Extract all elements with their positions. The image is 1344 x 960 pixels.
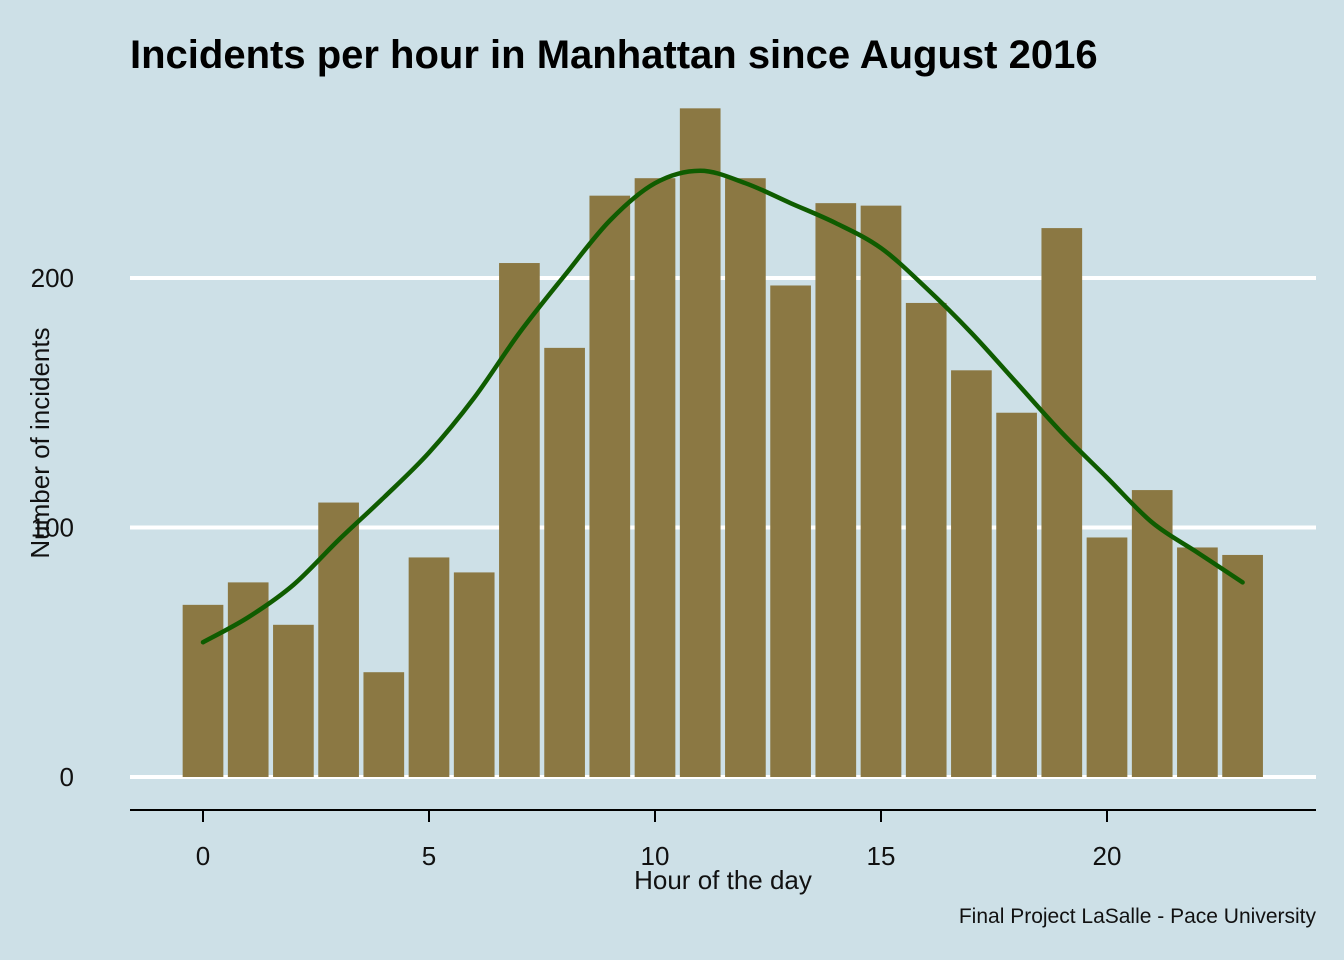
y-axis-ticks: 0 100 200 [31, 263, 74, 792]
smooth-trend-line [200, 168, 1245, 645]
x-tick-label-20: 20 [1093, 841, 1122, 871]
y-tick-label-0: 0 [60, 762, 74, 792]
bar-hour-20 [1086, 537, 1128, 777]
bar-hour-10 [634, 178, 676, 777]
bar-hour-16 [905, 302, 947, 777]
bar-hour-22 [1177, 547, 1218, 777]
bar-hour-7 [499, 263, 540, 777]
bar-hour-9 [589, 195, 631, 778]
x-axis-title: Hour of the day [634, 865, 812, 895]
x-tick-label-5: 5 [422, 841, 436, 871]
x-tick-label-10: 10 [641, 841, 670, 871]
bar-hour-6 [453, 572, 495, 777]
bar-hour-23 [1222, 554, 1263, 777]
x-axis-ticks: 0 5 10 15 20 [196, 810, 1122, 871]
bar-hour-15 [860, 205, 902, 777]
y-tick-label-100: 100 [31, 513, 74, 543]
bar-hour-5 [408, 557, 450, 777]
bar-hour-19 [1041, 228, 1083, 778]
bar-hour-14 [815, 203, 857, 777]
chart-title: Incidents per hour in Manhattan since Au… [130, 33, 1098, 77]
bar-hour-18 [996, 412, 1037, 777]
x-tick-label-0: 0 [196, 841, 210, 871]
bars [182, 108, 1263, 778]
bar-hour-3 [318, 502, 359, 777]
bar-hour-0 [182, 604, 224, 777]
bar-hour-1 [227, 582, 269, 777]
bar-hour-4 [363, 672, 405, 777]
bar-hour-13 [770, 285, 811, 777]
x-tick-label-15: 15 [867, 841, 896, 871]
bar-hour-17 [951, 370, 992, 777]
y-axis-title: Number of incidents [25, 327, 55, 558]
bar-hour-21 [1131, 490, 1173, 777]
bar-hour-8 [544, 347, 585, 777]
chart-caption: Final Project LaSalle - Pace University [959, 905, 1317, 928]
y-tick-label-200: 200 [31, 263, 74, 293]
bar-hour-11 [679, 108, 721, 778]
bar-hour-2 [273, 624, 314, 777]
bar-hour-12 [725, 178, 766, 777]
